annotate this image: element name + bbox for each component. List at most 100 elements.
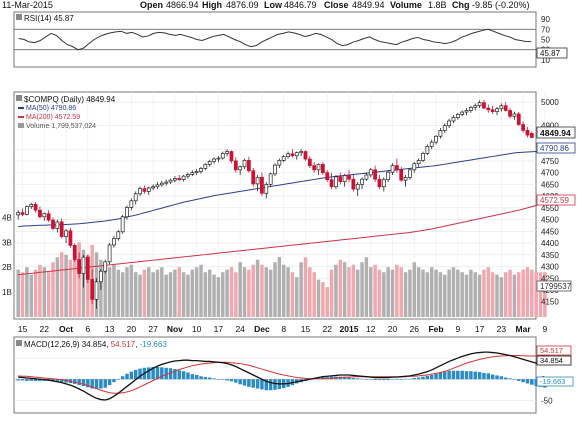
date-tick-label: 6 (85, 324, 90, 334)
macd-title-main: MACD(12,26,9) 34.854, (24, 340, 111, 349)
volume-legend-label: Volume 1,799,537,024 (26, 123, 96, 130)
macd-series-line (18, 351, 545, 401)
volume-bar (77, 242, 81, 317)
macd-histogram-bar (351, 377, 356, 380)
macd-histogram-bar (342, 377, 347, 380)
volume-bar (421, 269, 425, 317)
candle-down (260, 176, 264, 194)
candle-up (469, 107, 473, 111)
candle-up (460, 111, 465, 115)
date-tick-label: 8 (281, 324, 286, 334)
ma200-legend-label: MA(200) 4572.59 (26, 114, 80, 121)
candle-down (247, 160, 251, 172)
header-high-label: High (202, 0, 222, 10)
volume-bar (521, 269, 525, 317)
header-date: 11-Mar-2015 (2, 0, 53, 10)
volume-bar (216, 277, 221, 317)
candle-up (220, 153, 225, 159)
candle-up (447, 120, 451, 127)
candle-up (281, 156, 286, 161)
volume-bar (495, 274, 499, 317)
macd-histogram-bar (412, 377, 417, 380)
volume-tick-labels: 4B 3B 2B 1B (2, 213, 12, 297)
volume-tick-label: 3B (2, 238, 12, 247)
candle-up (294, 152, 299, 157)
candle-up (55, 221, 60, 229)
candle-down (303, 151, 308, 160)
macd-histogram-bar (495, 375, 499, 380)
macd-histogram-bar (456, 370, 460, 380)
macd-histogram-bar (321, 377, 325, 380)
volume-bar (155, 269, 160, 317)
candle-up (438, 130, 443, 137)
candle-up (512, 113, 517, 117)
candle-down (503, 105, 508, 111)
candle-up (381, 179, 386, 188)
rsi-tick-label: 90 (541, 15, 550, 24)
macd-last-value-box (536, 355, 572, 366)
volume-bar (517, 272, 521, 317)
macd-histogram-bar (382, 379, 386, 381)
volume-bar (316, 279, 321, 317)
volume-bar (451, 267, 456, 317)
macd-histogram-bar (212, 378, 216, 380)
macd-histogram-bar (138, 368, 142, 380)
volume-bar (64, 254, 68, 317)
candle-down (251, 170, 256, 185)
ma50-last-value-tag: 4790.86 (536, 142, 576, 154)
rsi-tick-label: 50 (541, 36, 550, 45)
volume-bar (138, 274, 142, 317)
volume-bar (534, 272, 538, 317)
candle-up (186, 174, 190, 177)
price-tick-label: 4900 (541, 122, 559, 131)
signal-last-value-box (536, 345, 572, 356)
candle-up (316, 164, 321, 171)
date-tick-label: Feb (428, 324, 443, 334)
macd-histogram-bar (25, 379, 29, 381)
volume-bar (334, 264, 338, 317)
candle-down (85, 256, 90, 280)
macd-histogram-bar (268, 379, 273, 391)
macd-histogram-bar (173, 369, 177, 380)
volume-tick-label: 4B (2, 213, 12, 222)
price-tick-label: 4350 (541, 251, 559, 260)
volume-bar (308, 267, 312, 317)
candle-up (194, 171, 199, 173)
macd-histogram-bar (77, 379, 81, 386)
macd-histogram-bar (112, 379, 116, 383)
volume-bar (499, 277, 504, 317)
macd-last-value: 34.854 (540, 356, 563, 365)
volume-bar (281, 264, 286, 317)
volume-bar (295, 277, 299, 317)
volume-bar (403, 272, 408, 317)
candle-up (212, 158, 216, 162)
rsi-last-value: 45.87 (540, 49, 561, 58)
volume-bar (325, 287, 329, 317)
price-tick-label: 4500 (541, 216, 559, 225)
candle-up (173, 178, 177, 181)
volume-bar (125, 267, 129, 317)
volume-bars (16, 242, 547, 317)
date-tick-label: 9 (455, 324, 460, 334)
candle-up (264, 184, 269, 194)
volume-bar (181, 272, 186, 317)
macd-histogram-bar (377, 379, 382, 381)
candle-down (290, 153, 295, 157)
candle-up (286, 153, 290, 158)
macd-histogram-bar (221, 379, 225, 380)
date-tick-label: 22 (40, 324, 50, 334)
volume-bar (142, 269, 147, 317)
macd-histogram-bar (521, 379, 525, 383)
volume-bar (73, 247, 77, 317)
date-tick-label: 17 (475, 324, 485, 334)
rsi-last-value-box (536, 47, 568, 59)
macd-histogram-bar (429, 375, 434, 380)
volume-bar (203, 272, 208, 317)
candle-up (499, 105, 504, 110)
candle-down (46, 213, 51, 221)
signal-last-value: 54.517 (540, 346, 563, 355)
candle-up (408, 169, 412, 178)
macd-histogram-bar (81, 379, 86, 387)
volume-bar (477, 274, 482, 317)
